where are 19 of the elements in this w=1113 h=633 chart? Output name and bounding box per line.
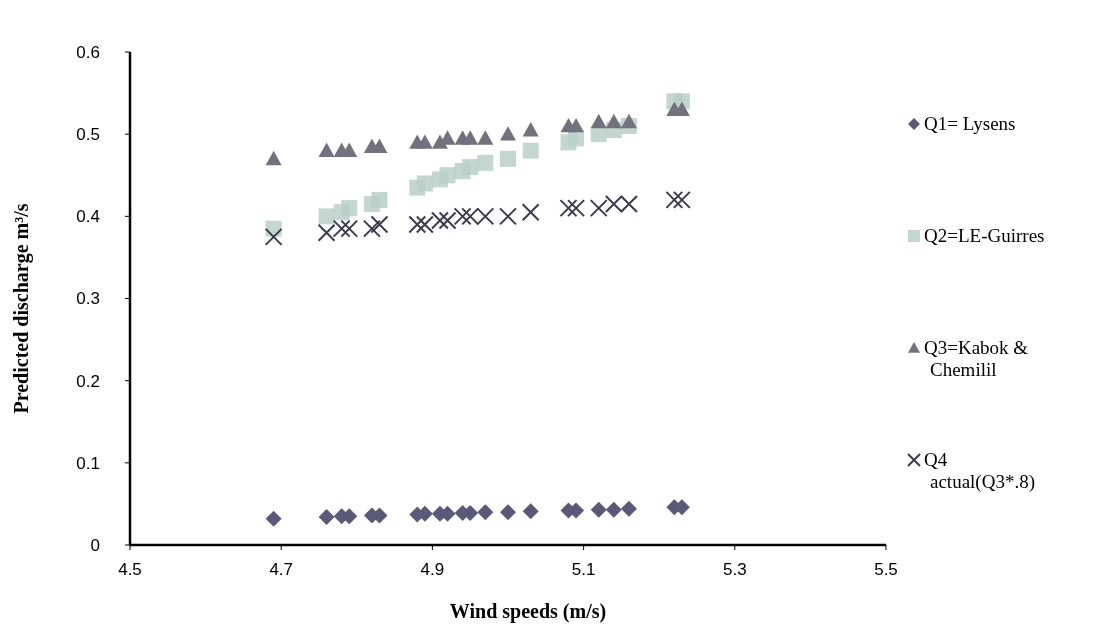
x-tick-label: 4.7 [269,560,294,579]
y-tick-label: 0.3 [76,289,100,309]
x-tick-label: 5.1 [571,560,596,579]
legend-label: Q4 actual(Q3*.8) [924,449,1035,493]
x-tick-label: 4.9 [420,560,445,579]
y-tick-label: 0.4 [76,207,100,227]
y-tick-label: 0.6 [76,42,100,62]
y-tick-label: 0.5 [76,125,100,145]
x-tick-label: 5.3 [722,560,747,579]
x-tick-label: 5.5 [874,560,898,579]
y-tick-label: 0 [90,535,100,555]
y-tick-label: 0.1 [76,453,100,473]
x-axis-title: Wind speeds (m/s) [449,600,607,623]
legend-label: Q1= Lysens [924,113,1016,134]
x-tick-label: 4.5 [118,560,142,579]
legend-label: Q2=LE-Guirres [924,225,1045,246]
y-tick-label: 0.2 [76,371,100,391]
y-axis-title: Predicted discharge m³/s [10,203,33,414]
legend-label: Q3=Kabok & Chemilil [924,337,1029,380]
